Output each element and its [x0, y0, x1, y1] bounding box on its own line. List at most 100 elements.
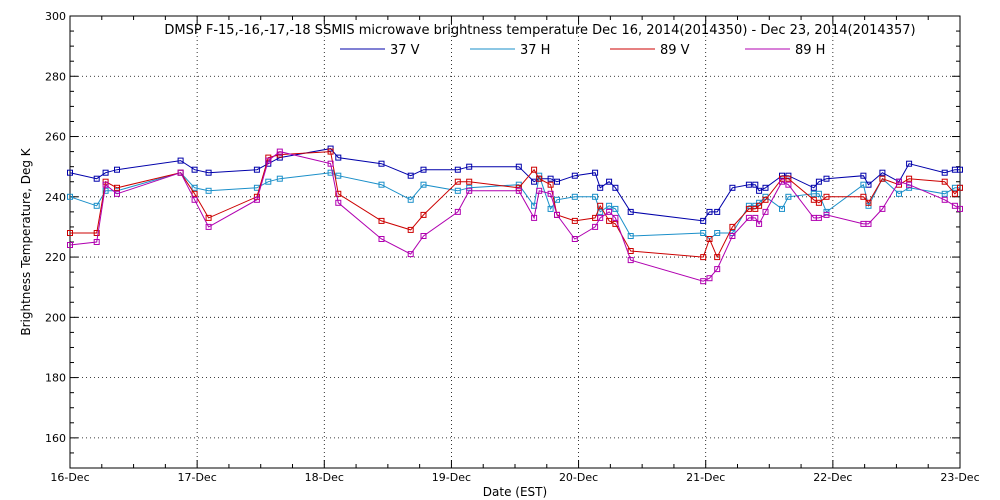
- data-point: [592, 193, 599, 200]
- data-point: [114, 190, 120, 197]
- data-point: [941, 178, 948, 185]
- data-point: [714, 266, 721, 273]
- data-point: [335, 199, 342, 206]
- series-37-v: [67, 145, 963, 224]
- data-point: [906, 160, 913, 167]
- data-point: [957, 184, 963, 191]
- y-tick-label: 280: [45, 70, 66, 83]
- data-point: [815, 190, 822, 197]
- x-tick-label: 21-Dec: [686, 471, 725, 484]
- data-point: [407, 196, 414, 203]
- data-point: [785, 175, 792, 182]
- data-point: [378, 236, 385, 242]
- data-point: [177, 157, 184, 164]
- data-point: [729, 223, 736, 230]
- y-axis: 160 180 200 220 240 260 280 300: [45, 10, 960, 469]
- data-point: [265, 157, 272, 164]
- data-point: [865, 220, 872, 227]
- data-point: [762, 184, 769, 191]
- data-point: [606, 208, 613, 215]
- data-point: [276, 148, 283, 155]
- x-tick-label: 19-Dec: [432, 471, 471, 484]
- legend-label: 89 H: [795, 43, 825, 58]
- y-tick-label: 240: [45, 191, 66, 204]
- data-point: [420, 233, 427, 239]
- series-line: [69, 148, 960, 222]
- data-point: [865, 199, 872, 206]
- data-point: [700, 254, 707, 261]
- data-point: [378, 217, 385, 224]
- data-point: [420, 211, 427, 218]
- data-point: [547, 175, 554, 182]
- data-point: [756, 187, 763, 194]
- series-line: [69, 172, 960, 240]
- data-point: [745, 214, 752, 221]
- data-point: [531, 166, 538, 173]
- y-tick-label: 200: [45, 311, 66, 324]
- data-point: [860, 181, 867, 188]
- legend-item: 37 H: [470, 43, 550, 58]
- x-axis-label: Date (EST): [483, 485, 547, 499]
- data-point: [879, 169, 886, 176]
- y-tick-label: 180: [45, 372, 66, 385]
- data-point: [860, 193, 867, 200]
- data-point: [67, 169, 73, 176]
- data-point: [454, 208, 461, 215]
- data-point: [114, 184, 120, 191]
- x-tick-label: 23-Dec: [940, 471, 979, 484]
- x-tick-label: 18-Dec: [305, 471, 344, 484]
- data-point: [745, 202, 752, 209]
- data-point: [93, 239, 100, 245]
- data-point: [714, 230, 721, 236]
- data-point: [547, 181, 554, 188]
- data-point: [205, 187, 212, 194]
- x-tick-label: 16-Dec: [50, 471, 89, 484]
- data-point: [879, 205, 886, 212]
- data-point: [823, 193, 830, 200]
- data-point: [114, 166, 120, 173]
- chart-title: DMSP F-15,-16,-17,-18 SSMIS microwave br…: [164, 23, 915, 38]
- data-point: [745, 181, 752, 188]
- data-point: [752, 181, 759, 188]
- data-point: [627, 233, 634, 239]
- data-point: [554, 211, 560, 218]
- data-point: [729, 233, 736, 239]
- data-point: [571, 193, 578, 200]
- series-line: [69, 151, 961, 282]
- data-point: [454, 178, 461, 185]
- data-point: [612, 184, 619, 191]
- data-point: [756, 220, 763, 227]
- data-point: [407, 226, 414, 233]
- data-point: [756, 202, 763, 209]
- data-point: [762, 196, 769, 203]
- data-point: [420, 166, 427, 173]
- data-point: [407, 172, 414, 179]
- y-tick-label: 300: [45, 10, 66, 23]
- data-point: [879, 175, 886, 182]
- data-point: [597, 214, 604, 221]
- data-point: [276, 175, 283, 182]
- series-group: [67, 145, 963, 285]
- data-point: [335, 172, 342, 179]
- data-point: [253, 166, 260, 173]
- data-point: [957, 205, 963, 212]
- data-point: [941, 190, 948, 197]
- data-point: [627, 208, 634, 215]
- data-point: [515, 163, 522, 170]
- data-point: [67, 193, 73, 200]
- data-point: [815, 199, 822, 206]
- data-point: [606, 178, 613, 185]
- data-point: [785, 181, 792, 188]
- grid: [70, 16, 960, 468]
- data-point: [454, 187, 461, 194]
- x-axis: 16-Dec 17-Dec 18-Dec 19-Dec 20-Dec 21-Dec 22-D…: [50, 16, 980, 484]
- series-line: [70, 151, 961, 259]
- data-point: [536, 187, 543, 194]
- data-point: [205, 223, 212, 230]
- data-point: [515, 187, 522, 194]
- data-point: [597, 202, 604, 209]
- x-tick-label: 22-Dec: [813, 471, 852, 484]
- data-point: [762, 208, 769, 215]
- legend: 37 V 37 H 89 V 89 H: [340, 43, 825, 58]
- data-point: [531, 214, 538, 221]
